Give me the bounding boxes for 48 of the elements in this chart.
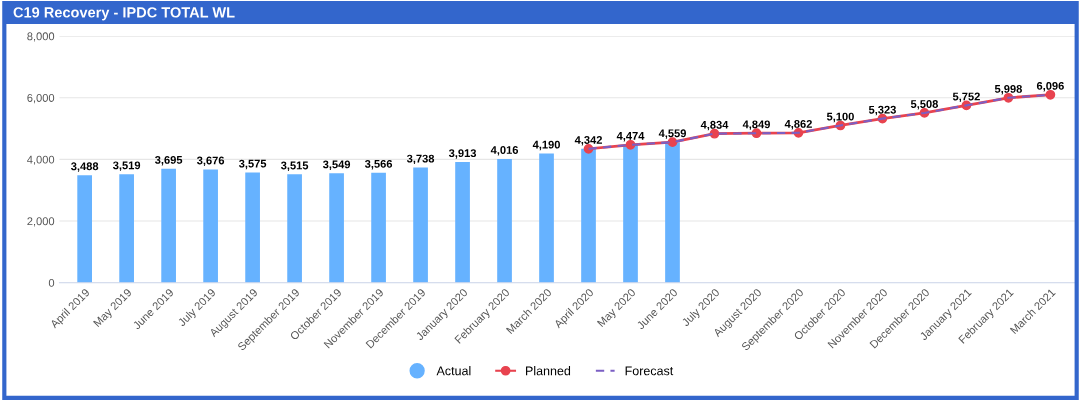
bar: [623, 144, 638, 283]
data-label: 3,676: [196, 156, 225, 167]
bar: [497, 158, 512, 283]
legend-label: Forecast: [625, 366, 674, 376]
data-label: 3,549: [322, 160, 351, 170]
bar: [371, 172, 386, 283]
bar: [455, 162, 470, 283]
bar: [203, 169, 218, 283]
data-label: 4,190: [532, 140, 560, 151]
data-label: 5,998: [994, 84, 1022, 95]
y-tick-label: 6,000: [27, 94, 55, 104]
data-label: 3,488: [71, 162, 99, 172]
y-tick-label: 8,000: [27, 32, 55, 42]
data-label: 3,566: [364, 159, 393, 170]
y-tick-label: 0: [48, 278, 55, 287]
data-label: 5,100: [826, 112, 854, 123]
bar: [539, 153, 554, 283]
bar: [119, 174, 134, 283]
data-label: 4,474: [616, 132, 645, 142]
data-label: 3,515: [280, 161, 309, 171]
data-label: 4,016: [490, 146, 519, 156]
data-label: 3,695: [154, 155, 183, 166]
bar: [581, 148, 596, 283]
bar: [77, 175, 92, 283]
bar: [245, 172, 260, 283]
data-label: 6,096: [1036, 81, 1064, 92]
bar: [329, 173, 344, 283]
chart-title: C19 Recovery - IPDC TOTAL WL: [13, 7, 235, 21]
data-label: 3,519: [112, 161, 141, 171]
y-tick-label: 4,000: [27, 155, 55, 165]
data-label: 4,342: [574, 136, 602, 146]
data-label: 5,323: [868, 105, 896, 116]
data-label: 5,752: [952, 92, 980, 103]
data-label: 4,559: [658, 129, 686, 139]
data-label: 4,862: [784, 119, 812, 130]
data-label: 3,913: [448, 149, 477, 159]
legend-label: Planned: [526, 366, 571, 376]
data-label: 3,575: [238, 159, 267, 170]
data-label: 4,834: [700, 120, 729, 131]
bar: [161, 168, 176, 283]
bar: [287, 174, 302, 283]
data-label: 5,508: [910, 100, 938, 110]
legend-label: Actual: [436, 366, 471, 376]
bar: [665, 142, 680, 283]
bar: [413, 167, 428, 283]
y-tick-label: 2,000: [27, 217, 55, 227]
data-label: 4,849: [742, 120, 770, 130]
data-label: 3,738: [406, 154, 435, 165]
